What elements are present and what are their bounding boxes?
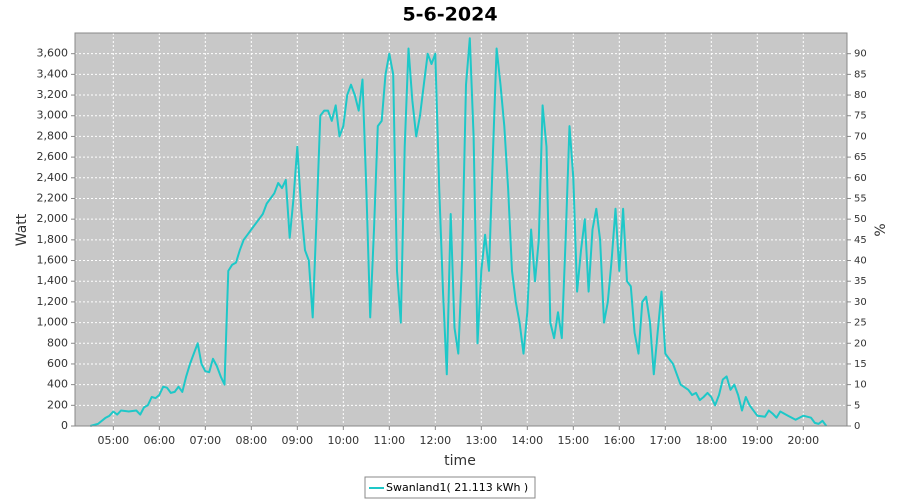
y2-tick-label: 15: [854, 359, 867, 370]
y-tick-label: 3,000: [37, 109, 69, 122]
y-tick-label: 0: [61, 419, 68, 432]
x-tick-label: 18:00: [695, 434, 727, 447]
y-tick-label: 2,200: [37, 191, 69, 204]
x-tick-label: 19:00: [741, 434, 773, 447]
chart-title: 5-6-2024: [402, 4, 497, 26]
x-tick-label: 05:00: [97, 434, 129, 447]
x-axis-label: time: [444, 453, 476, 469]
y-tick-label: 2,800: [37, 129, 69, 142]
x-tick-label: 12:00: [419, 434, 451, 447]
x-tick-label: 13:00: [465, 434, 497, 447]
y2-tick-label: 40: [854, 256, 867, 267]
y2-tick-label: 35: [854, 276, 867, 287]
y-tick-label: 1,800: [37, 233, 69, 246]
x-tick-label: 06:00: [143, 434, 175, 447]
x-tick-label: 08:00: [235, 434, 267, 447]
y2-tick-label: 90: [854, 49, 867, 60]
y2-tick-label: 30: [854, 297, 867, 308]
y-tick-label: 3,200: [37, 88, 69, 101]
y2-tick-label: 75: [854, 111, 867, 122]
y2-tick-label: 60: [854, 173, 867, 184]
y-axis-label: Watt: [14, 213, 30, 246]
data-line: [90, 37, 828, 427]
y-tick-label: 2,400: [37, 171, 69, 184]
y-tick-label: 1,200: [37, 295, 69, 308]
plot-frame: [74, 32, 848, 427]
y-tick-label: 400: [47, 378, 68, 391]
x-tick-label: 10:00: [327, 434, 359, 447]
plot-area: [75, 33, 847, 426]
y2-tick-label: 65: [854, 152, 867, 163]
x-tick-label: 14:00: [511, 434, 543, 447]
y2-tick-label: 20: [854, 338, 867, 349]
y2-tick-label: 85: [854, 69, 867, 80]
y2-tick-label: 50: [854, 214, 867, 225]
y2-tick-label: 80: [854, 90, 867, 101]
x-tick-label: 15:00: [557, 434, 589, 447]
y2-tick-label: 10: [854, 380, 867, 391]
y2-tick-label: 55: [854, 193, 867, 204]
y2-tick-label: 25: [854, 318, 867, 329]
y-tick-label: 3,600: [37, 47, 69, 60]
y-tick-label: 3,400: [37, 67, 69, 80]
legend-label: Swanland1( 21.113 kWh ): [386, 481, 528, 494]
y2-tick-label: 45: [854, 235, 867, 246]
x-tick-label: 20:00: [787, 434, 819, 447]
y-tick-label: 200: [47, 398, 68, 411]
y2-axis-label: %: [873, 223, 889, 236]
y2-tick-label: 0: [854, 421, 860, 432]
legend-box: [364, 476, 536, 499]
x-tick-label: 17:00: [649, 434, 681, 447]
x-tick-label: 09:00: [281, 434, 313, 447]
x-tick-label: 11:00: [373, 434, 405, 447]
y2-tick-label: 70: [854, 131, 867, 142]
y-tick-label: 1,600: [37, 254, 69, 267]
y-tick-label: 800: [47, 336, 68, 349]
y-tick-label: 1,400: [37, 274, 69, 287]
y-tick-label: 2,600: [37, 150, 69, 163]
y2-tick-label: 5: [854, 400, 860, 411]
x-tick-label: 07:00: [189, 434, 221, 447]
y-tick-label: 2,000: [37, 212, 69, 225]
y-tick-label: 1,000: [37, 316, 69, 329]
x-tick-label: 16:00: [603, 434, 635, 447]
y-tick-label: 600: [47, 357, 68, 370]
